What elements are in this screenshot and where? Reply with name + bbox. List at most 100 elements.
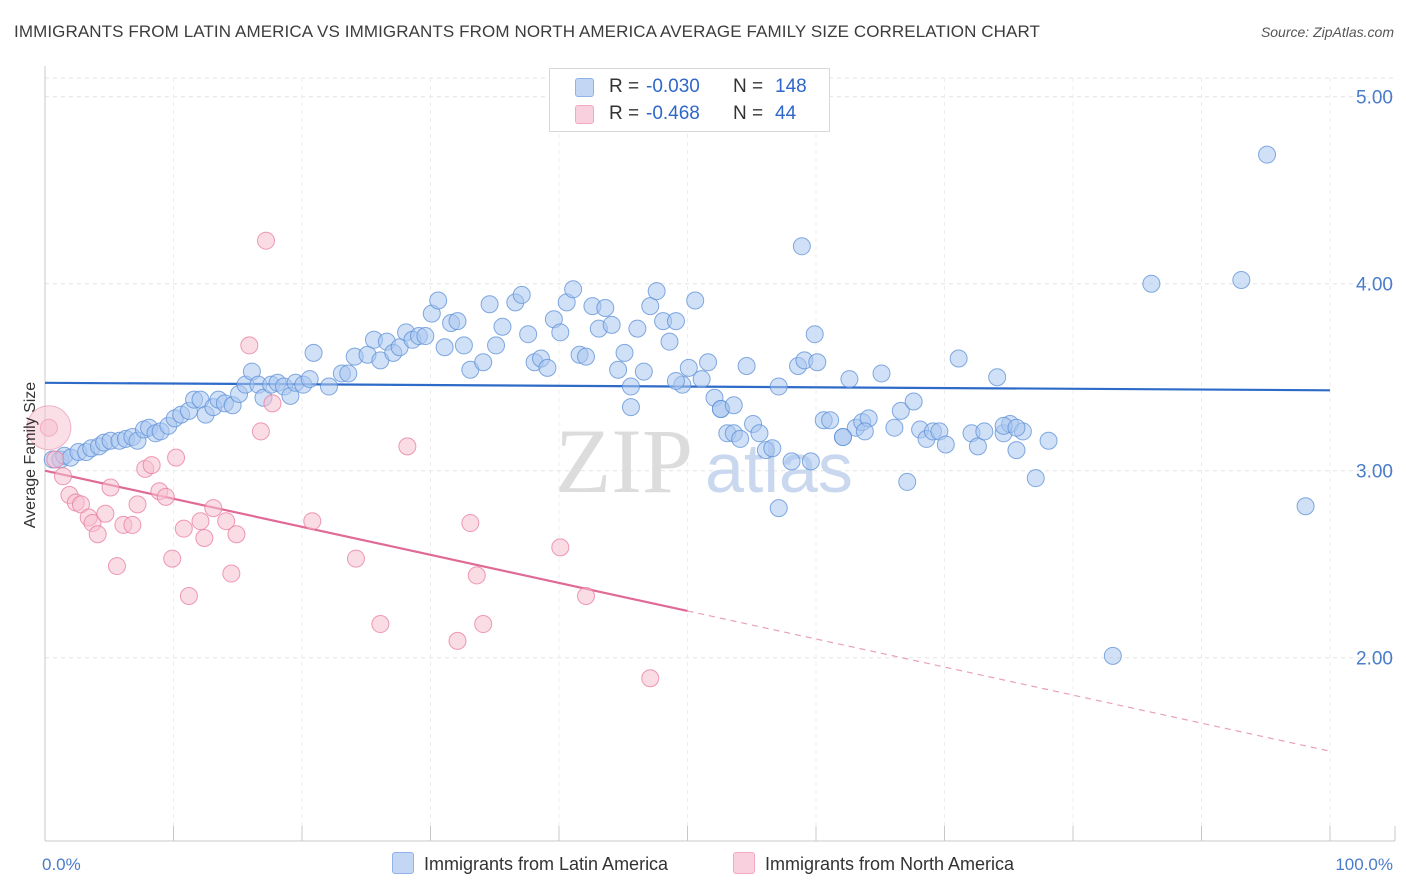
y-axis-label: Average Family Size [22, 382, 39, 529]
point-north-america [107, 557, 126, 576]
point-latin-america [448, 312, 467, 331]
point-latin-america [699, 353, 718, 372]
point-north-america [191, 512, 210, 531]
point-latin-america [602, 315, 621, 334]
point-latin-america [487, 336, 506, 355]
point-north-america [474, 615, 493, 634]
point-north-america [448, 631, 467, 650]
legend-swatch-pink [575, 105, 594, 124]
point-latin-america [621, 398, 640, 417]
x-tick-label-max: 100.0% [1335, 855, 1393, 874]
point-latin-america [936, 435, 955, 454]
point-latin-america [551, 323, 570, 342]
point-latin-america [872, 364, 891, 383]
point-north-america [551, 538, 570, 557]
point-latin-america [988, 368, 1007, 387]
point-latin-america [666, 371, 685, 390]
point-latin-america [679, 358, 698, 377]
y-tick-label: 3.00 [1356, 462, 1393, 483]
point-latin-america [904, 392, 923, 411]
point-north-america [88, 525, 107, 544]
point-latin-america [512, 285, 531, 304]
point-latin-america [949, 349, 968, 368]
point-latin-america [975, 422, 994, 441]
point-latin-america [769, 499, 788, 518]
y-tick-label: 4.00 [1356, 275, 1393, 296]
point-latin-america [666, 312, 685, 331]
legend-swatch-pink [733, 852, 755, 874]
point-latin-america [763, 439, 782, 458]
point-north-america [174, 519, 193, 538]
point-latin-america [1232, 270, 1251, 289]
point-latin-america [474, 353, 493, 372]
legend-item-north-america: Immigrants from North America [733, 852, 1014, 875]
point-latin-america [641, 297, 660, 316]
legend-r-label: R = [609, 76, 640, 97]
legend-n-value: 148 [775, 76, 807, 97]
data-points [26, 145, 1315, 688]
y-tick-label: 5.00 [1356, 88, 1393, 109]
legend-swatch-blue [575, 78, 594, 97]
watermark-atlas: atlas [705, 429, 853, 507]
point-latin-america [1039, 431, 1058, 450]
point-latin-america [416, 327, 435, 346]
point-latin-america [519, 325, 538, 344]
point-latin-america [319, 377, 338, 396]
point-latin-america [660, 332, 679, 351]
point-latin-america [1007, 441, 1026, 460]
legend-item-latin-america: Immigrants from Latin America [392, 852, 668, 875]
point-north-america [96, 504, 115, 523]
point-north-america [641, 669, 660, 688]
point-latin-america [898, 472, 917, 491]
point-latin-america [339, 364, 358, 383]
legend-r-value: -0.468 [646, 103, 700, 124]
point-latin-america [454, 336, 473, 355]
point-north-america [371, 615, 390, 634]
point-latin-america [493, 317, 512, 336]
point-north-america [257, 231, 276, 250]
point-latin-america [840, 370, 859, 389]
point-north-america [346, 549, 365, 568]
point-latin-america [801, 452, 820, 471]
point-north-america [467, 566, 486, 585]
point-latin-america [731, 429, 750, 448]
legend-n-label: N = [733, 76, 764, 97]
point-latin-america [692, 370, 711, 389]
x-tick-label-min: 0.0% [42, 855, 81, 874]
point-latin-america [833, 428, 852, 447]
point-latin-america [628, 319, 647, 338]
point-latin-america [782, 452, 801, 471]
point-north-america [163, 549, 182, 568]
point-latin-america [634, 362, 653, 381]
point-latin-america [1258, 145, 1277, 164]
point-north-america [128, 495, 147, 514]
point-latin-america [1007, 418, 1026, 437]
point-north-america [227, 525, 246, 544]
point-latin-america [885, 418, 904, 437]
point-north-america [142, 456, 161, 475]
point-north-america [576, 586, 595, 605]
point-latin-america [891, 401, 910, 420]
point-latin-america [724, 396, 743, 415]
point-latin-america [615, 343, 634, 362]
point-latin-america [576, 347, 595, 366]
trend-line-north-america-extrapolated [687, 610, 1331, 752]
stats-legend: R = -0.030 N = 148 R = -0.468 N = 44 [549, 68, 830, 132]
point-latin-america [855, 422, 874, 441]
point-latin-america [805, 325, 824, 344]
point-north-america [101, 478, 120, 497]
point-latin-america [750, 424, 769, 443]
point-latin-america [596, 299, 615, 318]
point-latin-america [621, 377, 640, 396]
point-north-america [251, 422, 270, 441]
point-north-america [263, 394, 282, 413]
point-north-america [398, 437, 417, 456]
point-latin-america [1103, 646, 1122, 665]
point-north-america [46, 450, 65, 469]
point-latin-america [538, 358, 557, 377]
legend-row-latin-america: R = -0.030 N = 148 [550, 74, 829, 100]
legend-r-label: R = [609, 103, 640, 124]
legend-label: Immigrants from North America [765, 854, 1015, 874]
point-latin-america [300, 370, 319, 389]
